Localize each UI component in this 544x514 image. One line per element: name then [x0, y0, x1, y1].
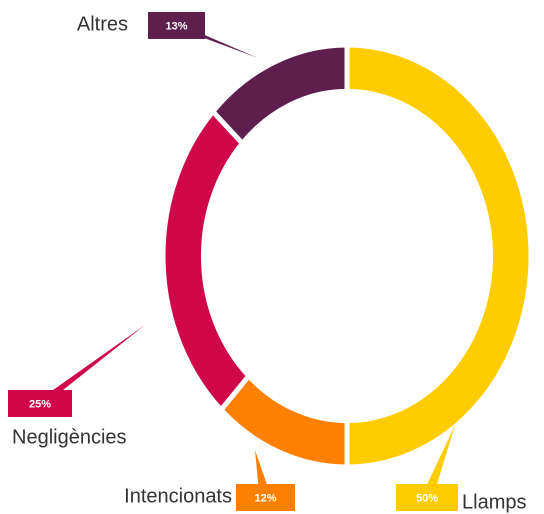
leader-line [421, 425, 455, 498]
category-label: Llamps [462, 491, 526, 513]
category-label: Altres [77, 13, 128, 35]
label-box [148, 12, 205, 39]
value-label: 50% [416, 492, 438, 504]
donut-segment [209, 42, 350, 148]
category-label: Negligències [12, 426, 127, 448]
value-label: 12% [254, 492, 276, 504]
label-box [236, 484, 295, 511]
value-label: 25% [29, 398, 51, 410]
value-label: 13% [165, 20, 187, 32]
donut-segment [160, 107, 253, 414]
donut-segment [344, 42, 534, 470]
label-box [8, 390, 72, 417]
category-label: Intencionats [124, 485, 232, 507]
label-box [396, 484, 458, 511]
leader-line [34, 325, 145, 404]
